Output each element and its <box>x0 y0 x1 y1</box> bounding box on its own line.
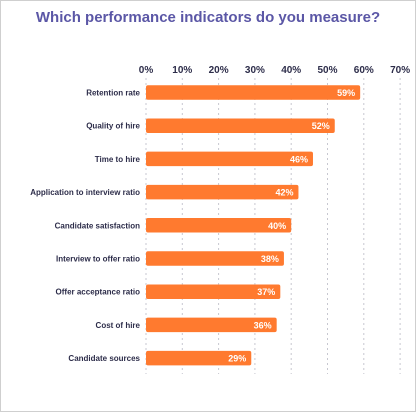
category-label-8: Cost of hire <box>96 321 141 330</box>
data-label-8: 36% <box>254 320 272 330</box>
bar-9 <box>146 350 252 366</box>
category-label-7: Offer acceptance ratio <box>56 288 141 297</box>
bar-2 <box>146 118 335 133</box>
category-label-2: Quality of hire <box>86 122 140 131</box>
data-label-9: 29% <box>228 354 246 364</box>
category-label-3: Time to hire <box>95 155 141 164</box>
category-label-4: Application to interview ratio <box>30 188 140 197</box>
data-label-5: 40% <box>268 221 286 231</box>
category-label-6: Interview to offer ratio <box>56 255 140 264</box>
x-tick-label-70: 70% <box>390 65 410 76</box>
x-tick-label-30: 30% <box>245 65 265 76</box>
bar-4 <box>146 184 299 200</box>
bar-3 <box>146 151 313 167</box>
data-label-3: 46% <box>290 154 308 164</box>
x-tick-label-60: 60% <box>354 65 374 76</box>
bar-6 <box>146 251 284 266</box>
data-label-2: 52% <box>312 121 330 131</box>
data-label-6: 38% <box>261 254 279 264</box>
x-tick-label-40: 40% <box>281 65 301 76</box>
category-label-9: Candidate sources <box>68 354 140 363</box>
bar-1 <box>146 85 361 100</box>
x-tick-label-0: 0% <box>139 65 154 76</box>
x-tick-label-20: 20% <box>209 65 229 76</box>
chart-title: Which performance indicators do you meas… <box>35 9 381 26</box>
x-tick-label-50: 50% <box>317 65 337 76</box>
bar-8 <box>146 317 277 333</box>
bar-7 <box>146 284 281 299</box>
category-label-1: Retention rate <box>86 89 140 98</box>
bar-5 <box>146 218 292 233</box>
data-label-7: 37% <box>257 287 275 297</box>
data-label-1: 59% <box>337 88 355 98</box>
category-label-5: Candidate satisfaction <box>55 221 140 230</box>
data-label-4: 42% <box>275 188 293 198</box>
x-tick-label-10: 10% <box>172 65 192 76</box>
